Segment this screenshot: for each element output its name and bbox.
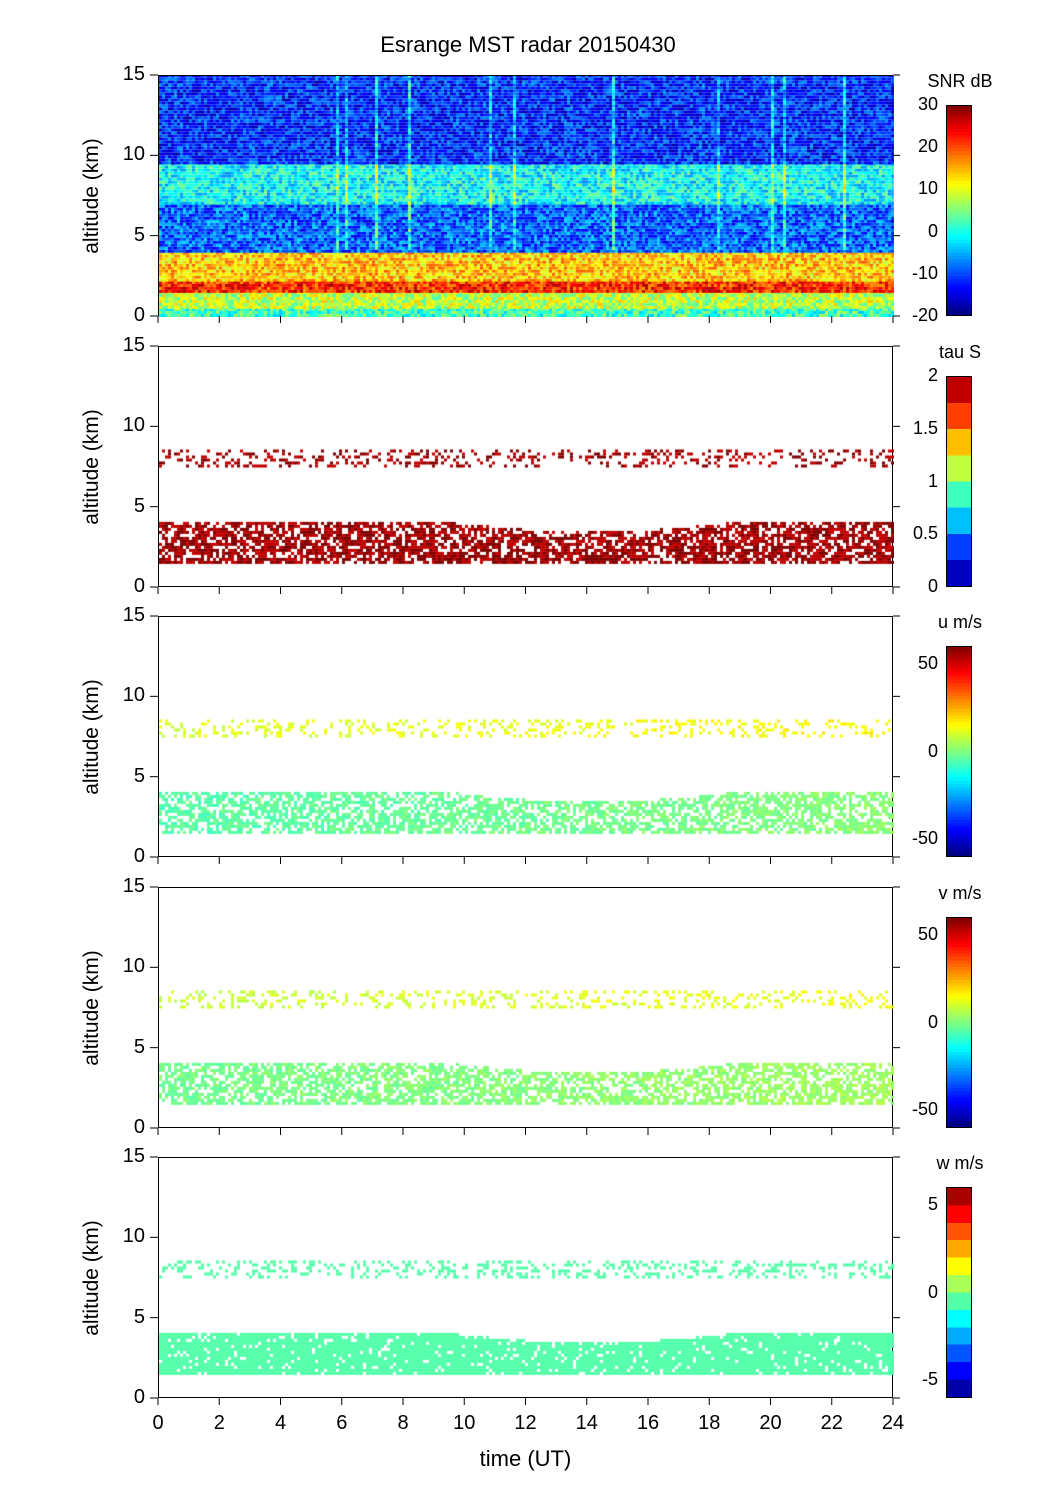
colorbar <box>946 1187 972 1398</box>
heatmap-4 <box>159 1158 894 1399</box>
colorbar-tick-label: 30 <box>917 94 938 114</box>
y-tick-label: 15 <box>122 875 145 897</box>
y-tick-label: 0 <box>133 1386 145 1408</box>
colorbar-tick-label: 0 <box>927 220 938 241</box>
y-tick-label: 15 <box>122 63 145 85</box>
colorbar-tick-label: -5 <box>921 1369 938 1390</box>
x-tick-label: 4 <box>274 1412 287 1434</box>
colorbar <box>946 917 972 1128</box>
y-tick-label: 10 <box>122 414 145 437</box>
y-tick-label: 5 <box>133 1305 145 1328</box>
heatmap-3 <box>159 888 894 1129</box>
colorbar <box>946 105 972 316</box>
colorbar-tick-label: 50 <box>917 923 938 944</box>
colorbar-tick-label: 5 <box>927 1193 938 1214</box>
panel-tau <box>158 346 894 588</box>
colorbar-tick-label: -50 <box>911 1099 938 1120</box>
panel-u <box>158 616 894 858</box>
colorbar-tick-label: 1 <box>927 470 938 491</box>
x-tick-label: 6 <box>336 1412 348 1434</box>
chart-title: Esrange MST radar 20150430 <box>380 32 676 57</box>
colorbar-tick-label: -10 <box>911 262 938 283</box>
y-tick-label: 15 <box>122 1145 145 1167</box>
y-tick-label: 15 <box>122 334 145 356</box>
x-tick-label: 14 <box>575 1412 598 1434</box>
colorbar-tick-label: 50 <box>917 652 938 673</box>
colorbar <box>946 646 972 857</box>
colorbar-label: tau S <box>938 342 982 362</box>
y-tick-label: 15 <box>122 604 145 626</box>
x-tick-label: 2 <box>213 1412 225 1434</box>
colorbar-tick-label: 0 <box>927 576 938 596</box>
heatmap-2 <box>159 617 894 858</box>
x-tick-label: 12 <box>514 1412 537 1434</box>
colorbar-tick-label: 0 <box>927 1011 938 1032</box>
y-tick-label: 10 <box>122 1225 145 1248</box>
x-tick-label: 0 <box>152 1412 164 1434</box>
x-axis-label: time (UT) <box>479 1446 572 1471</box>
heatmap-0 <box>159 76 894 317</box>
x-tick-label: 10 <box>453 1412 476 1434</box>
x-tick-label: 24 <box>881 1412 905 1434</box>
colorbar <box>946 376 972 587</box>
y-tick-label: 0 <box>133 1116 145 1138</box>
y-tick-label: 10 <box>122 684 145 707</box>
y-tick-label: 5 <box>133 223 145 246</box>
panel-snr <box>158 75 894 317</box>
colorbar-label: w m/s <box>936 1153 984 1173</box>
y-tick-label: 10 <box>122 143 145 166</box>
x-tick-label: 20 <box>759 1412 782 1434</box>
x-tick-label: 18 <box>698 1412 721 1434</box>
colorbar-tick-label: 0 <box>927 740 938 761</box>
colorbar-tick-label: 2 <box>927 365 938 385</box>
y-tick-label: 5 <box>133 1035 145 1058</box>
y-tick-label: 0 <box>133 845 145 867</box>
colorbar-tick-label: 0 <box>927 1281 938 1302</box>
x-tick-label: 8 <box>397 1412 409 1434</box>
colorbar-tick-label: 0.5 <box>912 523 938 544</box>
colorbar-label: v m/s <box>938 883 982 903</box>
colorbar-tick-label: 10 <box>917 178 938 199</box>
y-tick-label: 0 <box>133 304 145 326</box>
heatmap-1 <box>159 347 894 588</box>
y-tick-label: 5 <box>133 764 145 787</box>
y-tick-label: 5 <box>133 494 145 517</box>
colorbar-tick-label: -50 <box>911 828 938 849</box>
colorbar-tick-label: 20 <box>917 136 938 157</box>
panel-v <box>158 887 894 1129</box>
y-tick-label: 0 <box>133 575 145 597</box>
x-tick-label: 22 <box>820 1412 843 1434</box>
x-tick-label: 16 <box>636 1412 660 1434</box>
colorbar-tick-label: -20 <box>911 305 938 325</box>
y-tick-label: 10 <box>122 955 145 978</box>
colorbar-label: SNR dB <box>927 71 993 91</box>
colorbar-label: u m/s <box>937 612 982 632</box>
panel-w <box>158 1157 894 1399</box>
colorbar-tick-label: 1.5 <box>912 417 938 438</box>
